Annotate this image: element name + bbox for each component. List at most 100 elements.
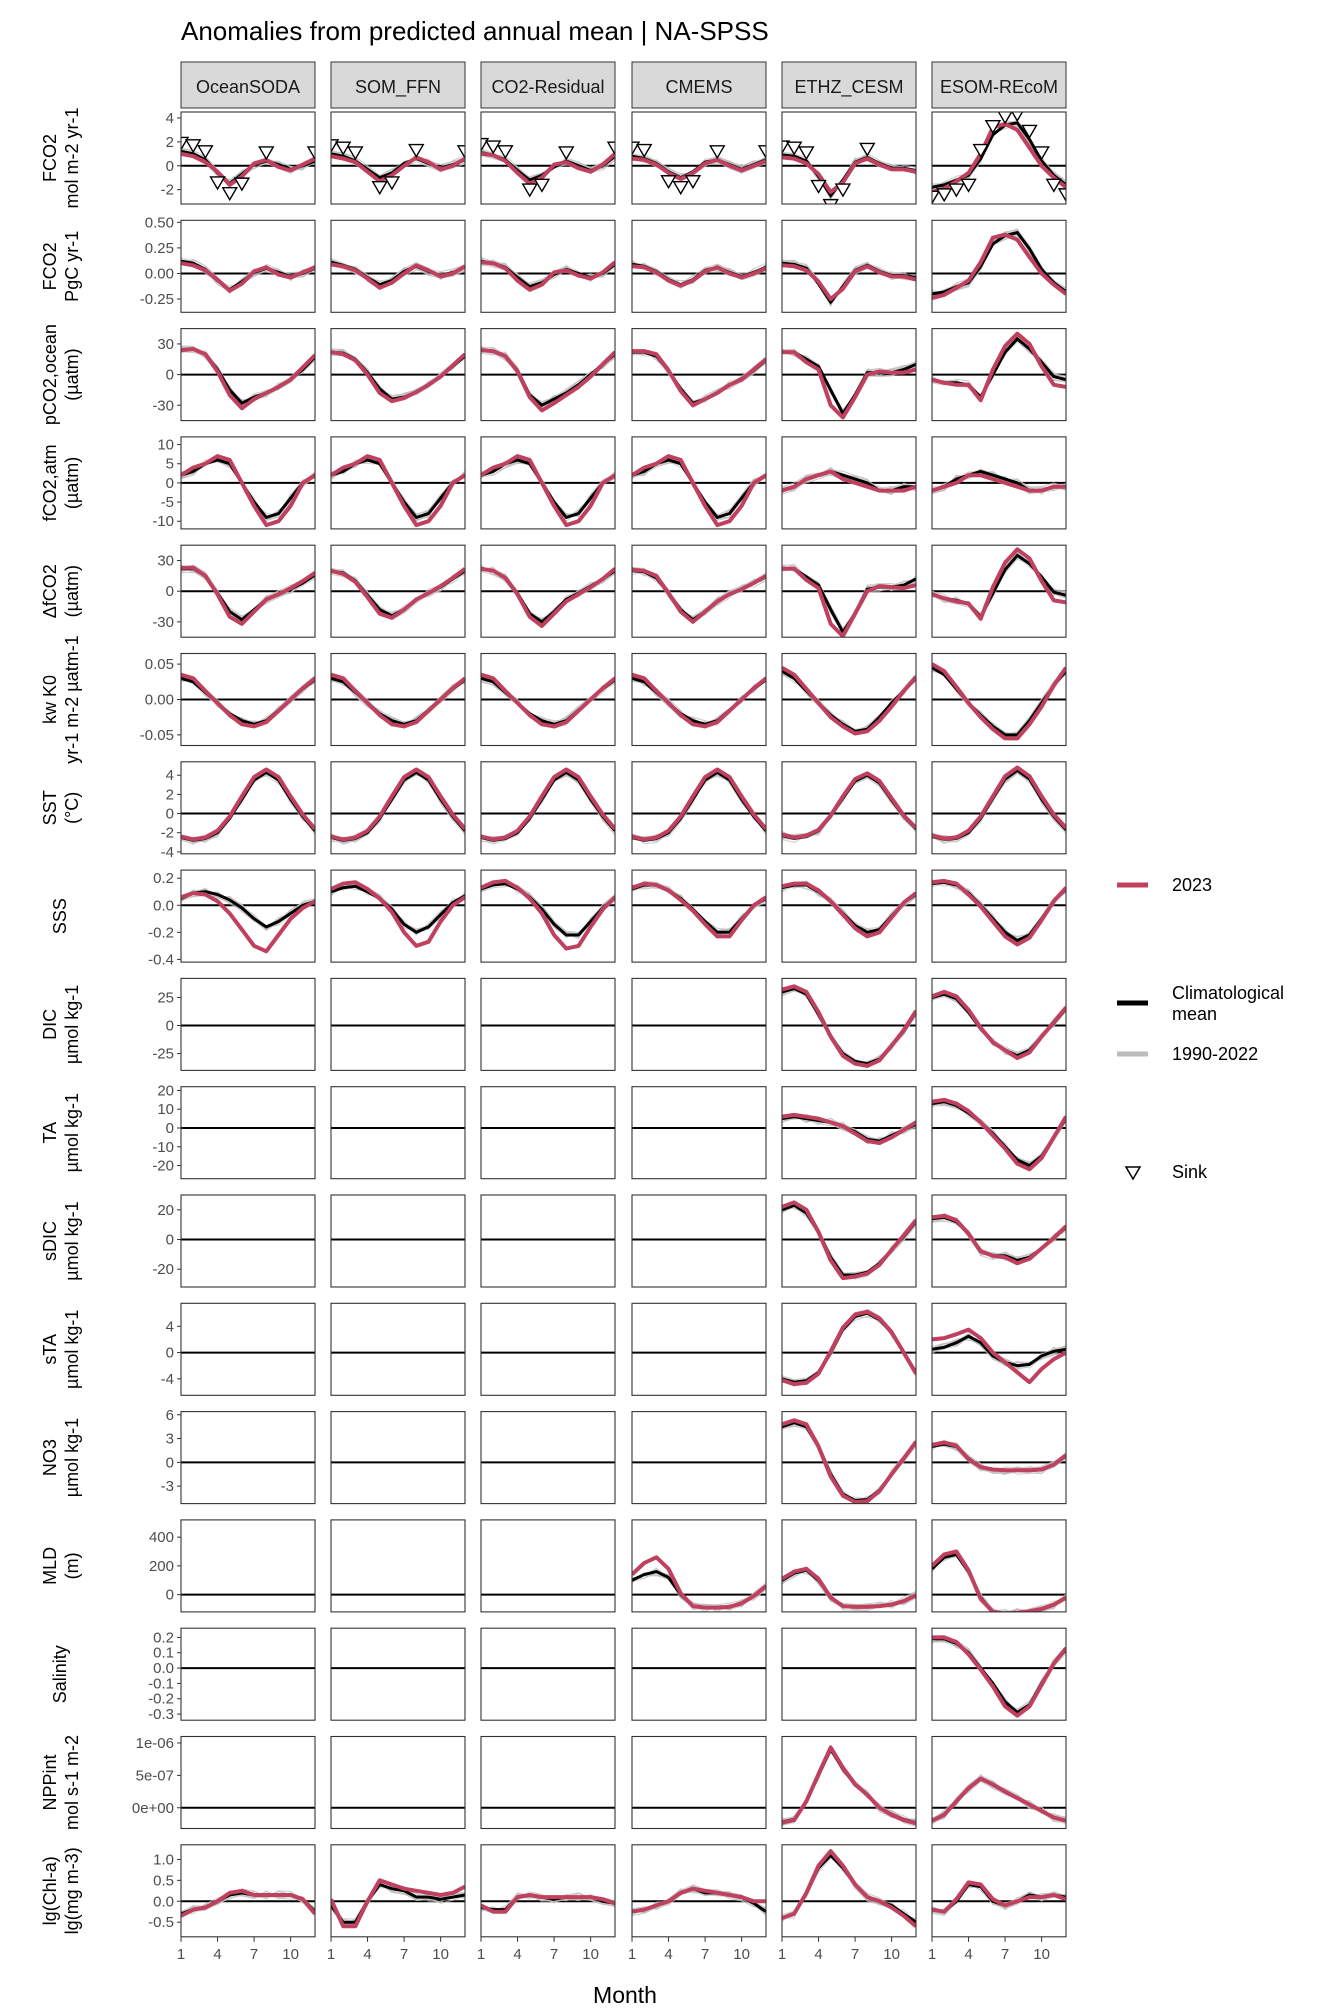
- panel-sta-ethz-cesm: [781, 1302, 917, 1396]
- line-2023: [632, 672, 766, 729]
- facet-label: OceanSODA: [196, 77, 300, 97]
- sink-marker: [859, 142, 876, 157]
- panel-npp-som-ffn: [330, 1735, 466, 1830]
- panel-border: [330, 1627, 466, 1721]
- line-2023: [481, 454, 615, 528]
- panel-border: [180, 1411, 316, 1505]
- line-2023: [782, 1112, 916, 1145]
- legend-label-history: 1990-2022: [1172, 1044, 1258, 1064]
- y-axis-title-sss: SSS: [50, 898, 70, 934]
- x-tick-label: 7: [851, 1946, 859, 1963]
- x-tick-label: 7: [250, 1946, 258, 1963]
- panel-fco2_pg-co2-residual: [480, 219, 616, 313]
- panel-dfco2-som-ffn: [330, 544, 466, 638]
- panel-chl-co2-residual: [480, 1844, 616, 1938]
- sink-marker: [306, 146, 315, 161]
- panel-mld-oceansoda: [180, 1519, 316, 1613]
- sink-marker: [383, 176, 401, 191]
- panel-ta-som-ffn: [330, 1086, 466, 1180]
- x-tick-label: 7: [550, 1946, 558, 1963]
- panel-mld-som-ffn: [330, 1519, 466, 1613]
- panel-sss-co2-residual: [480, 869, 616, 963]
- panel-border: [931, 219, 1067, 313]
- facet-label: CMEMS: [666, 77, 733, 97]
- y-tick-label: 10: [157, 437, 174, 454]
- panel-border: [180, 869, 316, 963]
- panel-border: [480, 544, 616, 638]
- line-2023: [782, 350, 916, 420]
- panel-border: [931, 652, 1067, 747]
- facet-strip-oceansoda: OceanSODA: [180, 61, 316, 109]
- panel-border: [781, 1194, 917, 1288]
- panel-border: [931, 1086, 1067, 1180]
- sink-marker: [632, 141, 641, 156]
- y-axis-title-salinity: Salinity: [50, 1645, 70, 1703]
- y-tick-label: 25: [157, 989, 174, 1006]
- sink-marker: [1011, 112, 1024, 123]
- line-2023: [331, 350, 465, 404]
- line-2023: [932, 331, 1066, 403]
- panel-dfco2-ethz-cesm: [781, 544, 917, 638]
- history-line: [181, 888, 315, 931]
- panel-npp-cmems: [631, 1735, 767, 1830]
- line-2023: [331, 672, 465, 729]
- y-tick-label: 0: [166, 806, 174, 823]
- line-2023: [632, 767, 766, 842]
- panel-border: [180, 111, 316, 205]
- y-axis-title-sst: SST (°C): [40, 790, 82, 825]
- sink-marker: [798, 146, 815, 161]
- line-2023: [932, 1097, 1066, 1172]
- sink-marker: [347, 146, 364, 161]
- panel-sdic-esom-recom: [931, 1194, 1067, 1288]
- panel-border: [931, 761, 1067, 855]
- panel-border: [931, 1302, 1067, 1396]
- panel-border: [781, 761, 917, 855]
- panel-border: [631, 1735, 767, 1830]
- panel-dfco2-esom-recom: [931, 544, 1067, 638]
- line-2023: [632, 1555, 766, 1610]
- panel-chl-som-ffn: [330, 1844, 466, 1938]
- sink-marker: [233, 177, 251, 192]
- sink-marker: [181, 136, 190, 151]
- panel-kw-som-ffn: [330, 652, 466, 747]
- panel-fco2_mol-cmems: [631, 111, 767, 205]
- y-axis-title-sdic: sDIC µmol kg-1: [40, 1201, 82, 1280]
- x-tick-label: 4: [664, 1946, 672, 1963]
- y-tick-label: 4: [166, 110, 174, 127]
- y-axis-title-kw: kw K0 yr-1 m-2 µatm-1: [40, 635, 82, 763]
- panel-border: [931, 328, 1067, 422]
- line-2023: [181, 261, 315, 293]
- panel-salinity-esom-recom: [931, 1627, 1067, 1721]
- line-2023: [932, 473, 1066, 493]
- panel-mld-co2-residual: [480, 1519, 616, 1613]
- line-2023: [932, 1327, 1066, 1385]
- line-2023: [481, 767, 615, 842]
- x-tick-label: 10: [883, 1946, 900, 1963]
- sink-marker: [785, 141, 803, 156]
- line-2023: [331, 454, 465, 528]
- line-2023: [932, 232, 1066, 300]
- panel-npp-esom-recom: [931, 1735, 1067, 1830]
- panel-pco2-cmems: [631, 328, 767, 422]
- sink-marker: [1021, 124, 1038, 139]
- panel-border: [330, 652, 466, 747]
- panel-ta-ethz-cesm: [781, 1086, 917, 1180]
- y-tick-label: 0.5: [153, 1872, 174, 1889]
- y-axis-title-npp: NPPint mol s-1 m-2: [40, 1735, 82, 1830]
- y-tick-label: -0.1: [148, 1675, 174, 1692]
- panel-dic-co2-residual: [480, 977, 616, 1071]
- panel-chl-cmems: [631, 1844, 767, 1938]
- panel-border: [480, 436, 616, 530]
- x-tick-label: 4: [213, 1946, 221, 1963]
- sink-marker: [209, 176, 226, 191]
- panel-border: [781, 869, 917, 963]
- sink-marker: [197, 145, 214, 160]
- chart-title: Anomalies from predicted annual mean | N…: [181, 16, 769, 46]
- climatology-line: [331, 1882, 465, 1924]
- line-2023: [782, 1849, 916, 1928]
- panel-fco2_pg-esom-recom: [931, 219, 1067, 313]
- sink-marker: [533, 178, 551, 193]
- line-2023: [932, 765, 1066, 841]
- panel-sdic-ethz-cesm: [781, 1194, 917, 1288]
- facet-strip-cmems: CMEMS: [631, 61, 767, 109]
